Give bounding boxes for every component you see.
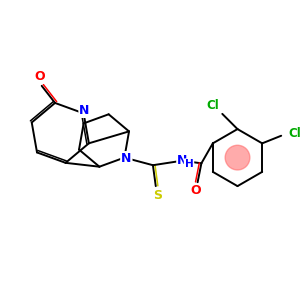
Text: O: O: [34, 70, 45, 83]
Text: Cl: Cl: [288, 127, 300, 140]
Circle shape: [225, 145, 250, 170]
Text: S: S: [153, 189, 162, 202]
Text: N: N: [177, 154, 188, 167]
Text: Cl: Cl: [206, 99, 219, 112]
Text: H: H: [185, 159, 194, 169]
Text: N: N: [121, 152, 131, 165]
Text: O: O: [190, 184, 201, 197]
Text: N: N: [80, 104, 90, 117]
